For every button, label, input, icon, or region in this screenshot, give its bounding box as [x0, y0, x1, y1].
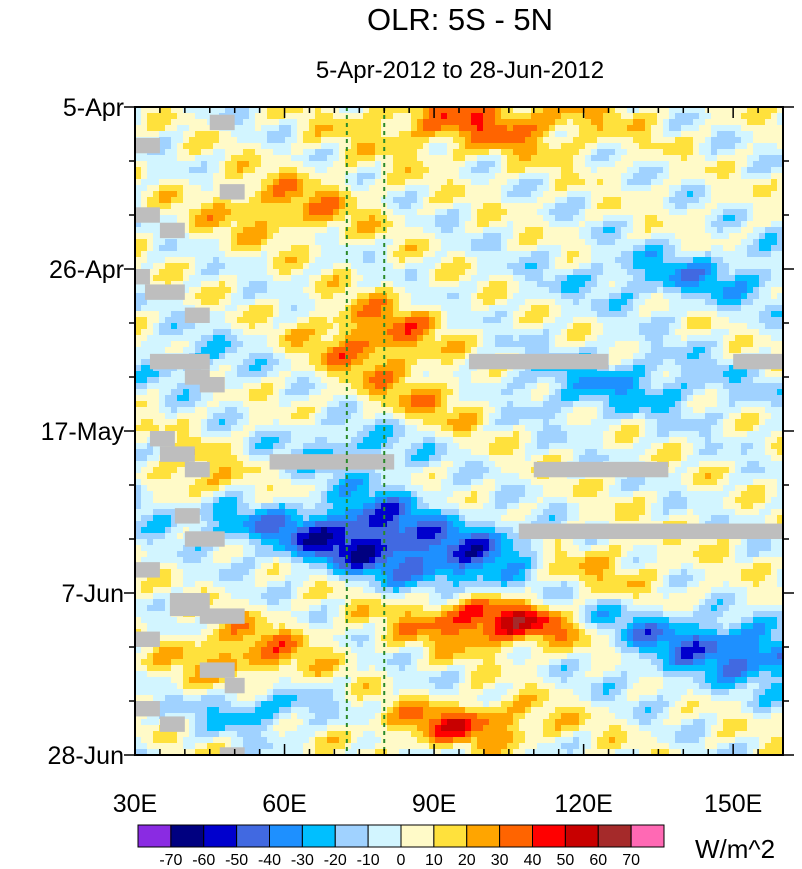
missing-data-segment	[733, 353, 783, 370]
colorbar-swatch	[137, 824, 172, 848]
x-axis: 30E 60E 90E 120E 150E	[113, 107, 784, 818]
colorbar-label: 30	[491, 852, 509, 869]
missing-data-segment	[135, 269, 150, 285]
colorbar-swatch	[466, 824, 501, 848]
y-tick-label: 5-Apr	[63, 94, 124, 122]
missing-data-segment	[135, 207, 160, 223]
missing-data-segment	[199, 377, 225, 393]
colorbar: -70 -60 -50 -40 -30 -20 -10 0 10 20 30 40 50 60 70	[137, 824, 665, 869]
y-tick-label: 7-Jun	[61, 580, 124, 608]
chart-subtitle: 5-Apr-2012 to 28-Jun-2012	[316, 57, 604, 84]
colorbar-label: 20	[458, 852, 476, 869]
colorbar-swatch	[269, 824, 303, 848]
colorbar-label: -20	[324, 852, 347, 869]
missing-data-segment	[169, 593, 210, 617]
missing-data-segment	[159, 446, 195, 462]
colorbar-swatch	[334, 824, 369, 848]
missing-data-segment	[149, 431, 175, 447]
missing-data-segment	[209, 114, 235, 131]
missing-data-segment	[149, 353, 210, 370]
colorbar-swatch	[630, 824, 665, 848]
missing-data-segment	[135, 562, 160, 578]
colorbar-swatch	[499, 824, 533, 848]
missing-data-segment	[174, 508, 200, 524]
x-tick-label: 90E	[412, 790, 456, 818]
colorbar-swatch	[433, 824, 468, 848]
missing-data-segment	[135, 701, 160, 717]
missing-data-segment	[518, 523, 783, 539]
colorbar-swatch	[301, 824, 336, 848]
colorbar-label: 0	[397, 852, 406, 869]
y-tick-label: 26-Apr	[49, 256, 124, 284]
colorbar-label: 60	[589, 852, 607, 869]
missing-data-segment	[199, 662, 235, 678]
missing-data-segment	[468, 353, 609, 370]
colorbar-swatch	[236, 824, 270, 848]
colorbar-label: 40	[524, 852, 542, 869]
colorbar-label: -10	[357, 852, 380, 869]
missing-data-segment	[135, 631, 160, 647]
colorbar-label: 70	[622, 852, 640, 869]
colorbar-label: -50	[225, 852, 248, 869]
colorbar-units: W/m^2	[695, 834, 775, 864]
y-tick-label: 28-Jun	[48, 742, 124, 770]
colorbar-swatch	[170, 824, 205, 848]
x-tick-label: 120E	[554, 790, 612, 818]
colorbar-label: -60	[192, 852, 215, 869]
missing-data-segment	[533, 461, 669, 478]
missing-data-segment	[224, 677, 245, 694]
colorbar-swatch	[400, 824, 435, 848]
chart-title: OLR: 5S - 5N	[367, 2, 553, 37]
missing-data-segment	[219, 184, 245, 200]
missing-data-segment	[184, 461, 210, 478]
colorbar-label: -40	[258, 852, 281, 869]
x-tick-label: 30E	[113, 790, 157, 818]
colorbar-swatch	[367, 824, 402, 848]
missing-data-segment	[199, 608, 245, 624]
missing-data-layer	[135, 114, 783, 755]
colorbar-label: 50	[556, 852, 574, 869]
colorbar-swatch	[532, 824, 566, 848]
missing-data-segment	[144, 284, 185, 300]
missing-data-segment	[219, 747, 245, 755]
colorbar-swatch	[597, 824, 632, 848]
x-tick-label: 150E	[704, 790, 762, 818]
missing-data-segment	[184, 531, 225, 547]
colorbar-swatch	[203, 824, 238, 848]
reference-lines	[345, 107, 386, 755]
colorbar-swatch	[564, 824, 599, 848]
colorbar-label: -30	[291, 852, 314, 869]
x-tick-label: 60E	[262, 790, 306, 818]
y-tick-label: 17-May	[41, 418, 125, 446]
olr-field	[135, 107, 784, 756]
y-axis: 5-Apr 26-Apr 17-May 7-Jun 28-Jun	[41, 94, 794, 770]
colorbar-label: -70	[159, 852, 182, 869]
missing-data-segment	[159, 716, 185, 732]
missing-data-segment	[184, 307, 210, 323]
colorbar-label: 10	[425, 852, 443, 869]
missing-data-segment	[159, 222, 185, 239]
missing-data-segment	[269, 454, 395, 470]
missing-data-segment	[135, 137, 160, 154]
